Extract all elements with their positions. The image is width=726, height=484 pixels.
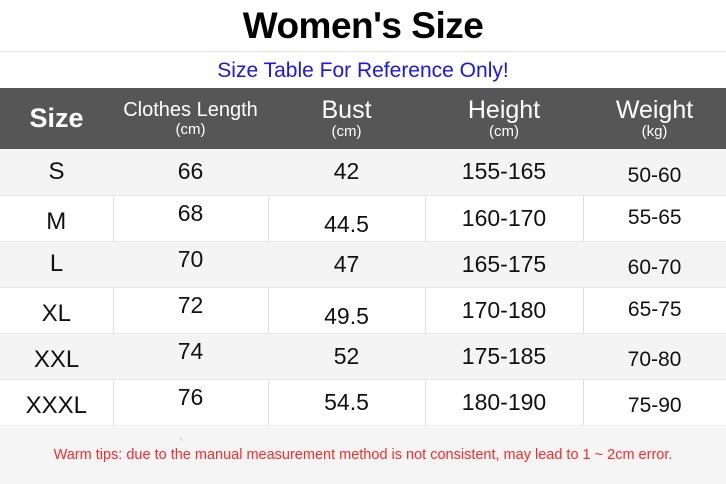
column-header-height-label: Height xyxy=(467,95,541,124)
table-row: L 70 47 165-175 60-70 xyxy=(0,241,726,288)
table-row: XXXL 76 54.5 180-190 75-90 xyxy=(0,379,726,426)
speck-artifact: ⸌ xyxy=(179,436,184,446)
cell-length: 76 xyxy=(112,379,268,426)
cell-weight: 55-65 xyxy=(582,195,726,242)
footer-band: Warm tips: due to the manual measurement… xyxy=(0,427,726,484)
cell-height: 155-165 xyxy=(425,149,583,196)
cell-size: XL xyxy=(0,287,113,334)
cell-height: 175-185 xyxy=(425,333,583,380)
column-header-clothes-length-unit: (cm) xyxy=(175,120,206,138)
column-header-height: Height (cm) xyxy=(425,88,583,149)
size-table-container: Size Clothes Length (cm) Bust (cm) xyxy=(0,88,726,426)
page-subtitle: Size Table For Reference Only! xyxy=(217,59,509,82)
cell-height: 180-190 xyxy=(424,379,583,426)
column-header-size: Size xyxy=(0,88,113,149)
table-row: XL 72 49.5 170-180 65-75 xyxy=(0,287,726,334)
cell-bust: 47 xyxy=(268,241,425,288)
measurement-warning: Warm tips: due to the manual measurement… xyxy=(53,447,673,463)
cell-height: 165-175 xyxy=(425,241,583,288)
column-header-weight-unit: (kg) xyxy=(641,123,668,141)
table-row: XXL 74 52 175-185 70-80 xyxy=(0,333,726,380)
column-header-bust-unit: (cm) xyxy=(331,123,362,141)
cell-length: 74 xyxy=(113,333,268,380)
column-header-weight: Weight (kg) xyxy=(583,88,726,149)
column-header-weight-label: Weight xyxy=(615,95,694,124)
cell-bust: 49.5 xyxy=(267,287,425,334)
subtitle-band: Size Table For Reference Only! xyxy=(0,53,726,88)
table-body: S 66 42 155-165 50-60 M 68 44.5 160-170 … xyxy=(0,149,726,426)
cell-length: 68 xyxy=(112,195,268,242)
page-title: Women's Size xyxy=(242,5,484,46)
cell-size: XXXL xyxy=(0,379,113,426)
title-band: Women's Size xyxy=(0,0,726,52)
cell-size: M xyxy=(0,195,113,242)
cell-bust: 42 xyxy=(268,149,425,196)
header-row: Size Clothes Length (cm) Bust (cm) xyxy=(0,88,726,149)
cell-weight: 50-60 xyxy=(583,149,726,196)
column-header-clothes-length: Clothes Length (cm) xyxy=(113,88,268,149)
cell-weight: 65-75 xyxy=(582,287,726,334)
cell-bust: 52 xyxy=(268,333,425,380)
cell-length: 66 xyxy=(113,149,268,196)
cell-bust: 54.5 xyxy=(267,379,425,426)
column-header-bust: Bust (cm) xyxy=(268,88,425,149)
cell-length: 72 xyxy=(112,287,268,334)
column-header-size-label: Size xyxy=(29,102,84,133)
cell-weight: 70-80 xyxy=(583,333,726,380)
table-header: Size Clothes Length (cm) Bust (cm) xyxy=(0,88,726,149)
cell-size: S xyxy=(0,149,113,196)
table-row: M 68 44.5 160-170 55-65 xyxy=(0,195,726,242)
cell-bust: 44.5 xyxy=(267,195,425,242)
cell-size: L xyxy=(0,241,113,288)
cell-weight: 60-70 xyxy=(583,241,726,288)
cell-height: 160-170 xyxy=(424,195,583,242)
column-header-height-unit: (cm) xyxy=(489,123,519,141)
cell-weight: 75-90 xyxy=(582,379,726,426)
size-table: Size Clothes Length (cm) Bust (cm) xyxy=(0,88,726,426)
cell-height: 170-180 xyxy=(424,287,583,334)
column-header-clothes-length-label: Clothes Length xyxy=(123,99,258,122)
table-row: S 66 42 155-165 50-60 xyxy=(0,149,726,196)
cell-size: XXL xyxy=(0,333,113,380)
cell-length: 70 xyxy=(113,241,268,288)
column-header-bust-label: Bust xyxy=(321,95,372,124)
